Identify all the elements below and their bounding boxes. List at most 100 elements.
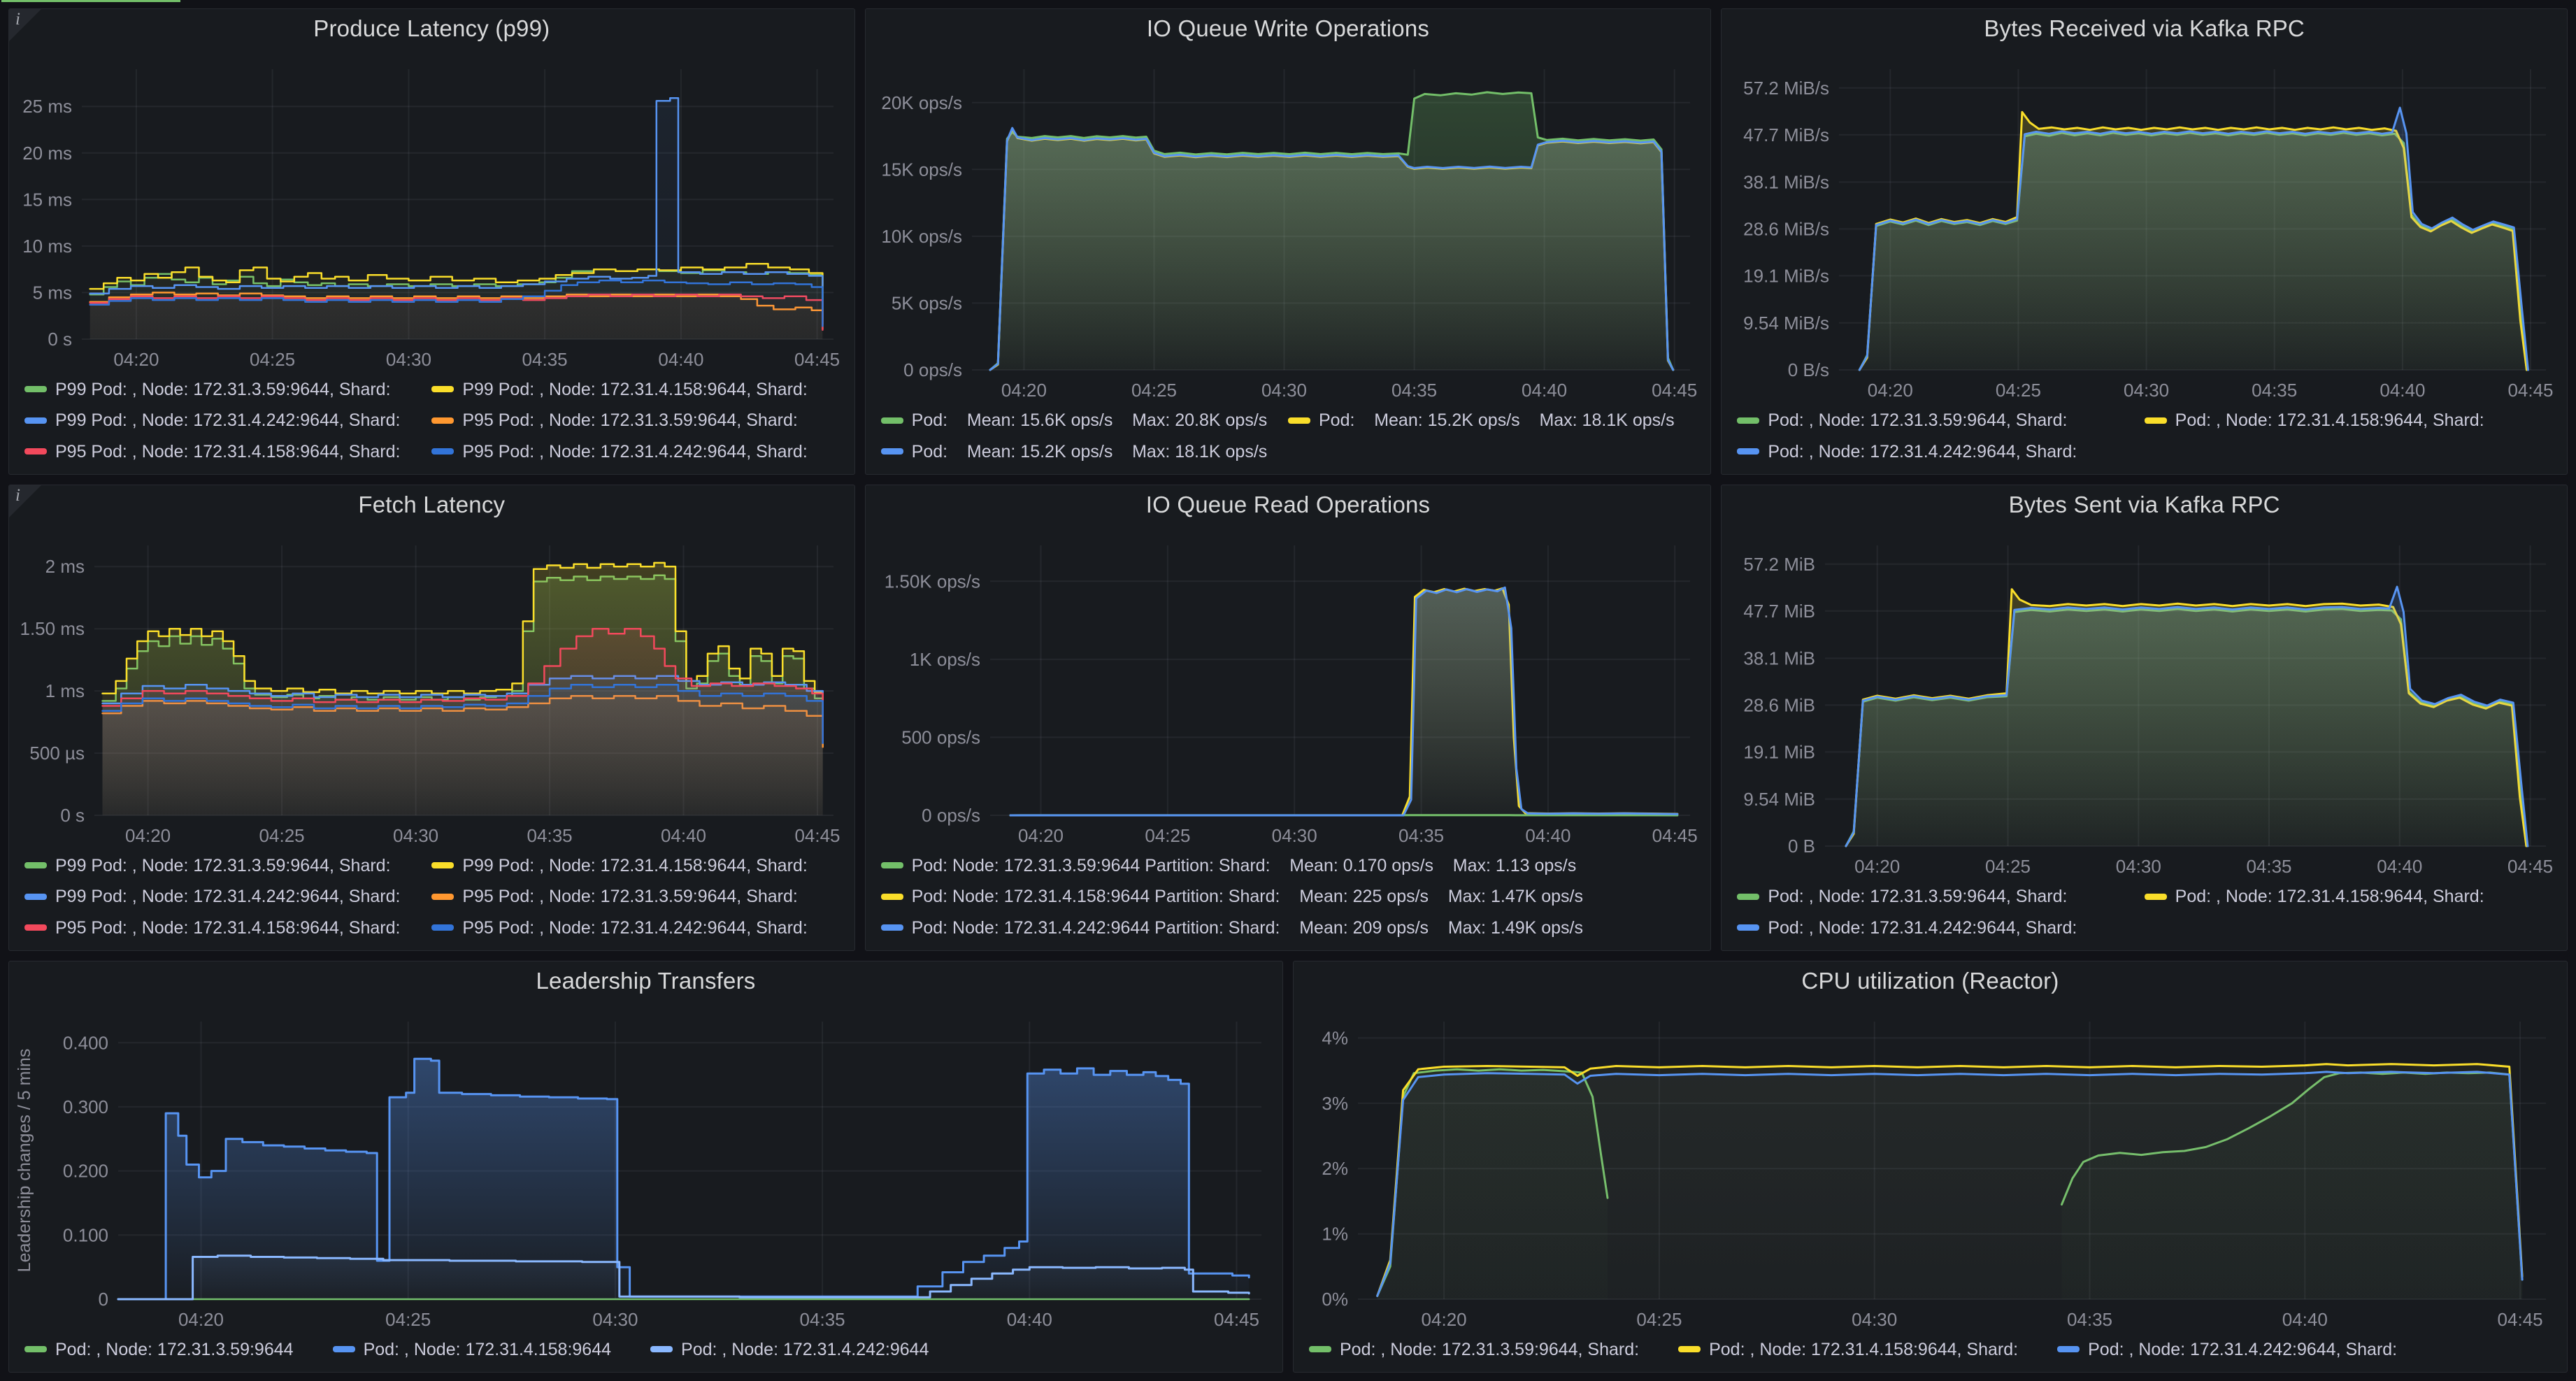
legend-item[interactable]: Pod: , Node: 172.31.4.158:9644, Shard: (1678, 1338, 2018, 1361)
chart-io-queue-write[interactable]: 0 ops/s 5K ops/s 10K ops/s 15K ops/s 20K ops… (866, 48, 1711, 406)
x-tick-label: 04:20 (1018, 825, 1064, 846)
legend-item[interactable]: Pod: Node: 172.31.4.242:9644 Partition: … (880, 917, 1696, 940)
x-tick-label: 04:20 (1854, 856, 1900, 877)
legend: P99 Pod: , Node: 172.31.3.59:9644, Shard… (9, 852, 854, 951)
chart-bytes-received[interactable]: 0 B/s 9.54 MiB/s 19.1 MiB/s 28.6 MiB/s 38.1 … (1722, 48, 2567, 406)
y-tick-label: 4% (1322, 1027, 1348, 1048)
x-tick-label: 04:30 (1261, 380, 1307, 401)
y-tick-label: 10 ms (22, 236, 72, 257)
panel-cpu-utilization: CPU utilization (Reactor) 0% 1% 2% 3% 4% 04:2… (1292, 961, 2568, 1373)
legend-marker (24, 386, 47, 393)
legend-item[interactable]: Pod: , Node: 172.31.4.158:9644, Shard: (2144, 885, 2552, 908)
legend-item[interactable]: P99 Pod: , Node: 172.31.4.158:9644, Shar… (431, 854, 838, 878)
chart-svg[interactable]: 0% 1% 2% 3% 4% 04:20 04:25 04:30 04:35 04:40 04:45 (1294, 1001, 2567, 1336)
legend-label: P95 Pod: , Node: 172.31.3.59:9644, Shard… (462, 887, 798, 906)
legend-item[interactable]: P99 Pod: , Node: 172.31.4.242:9644, Shar… (24, 885, 431, 908)
series-area (102, 685, 823, 815)
panel-info-icon[interactable]: i (9, 9, 41, 41)
series-line (101, 683, 824, 745)
series-area (1377, 1071, 2523, 1299)
x-tick-label: 04:30 (386, 349, 431, 370)
panel-header[interactable]: CPU utilization (Reactor) (1294, 961, 2567, 1001)
x-tick-label: 04:40 (658, 349, 703, 370)
x-tick-label: 04:25 (1985, 856, 2031, 877)
chart-io-queue-read[interactable]: 0 ops/s 500 ops/s 1K ops/s 1.50K ops/s 04:20… (866, 524, 1711, 852)
legend-item[interactable]: Pod: , Node: 172.31.3.59:9644 (24, 1338, 294, 1361)
x-tick-label: 04:25 (1131, 380, 1177, 401)
y-tick-label: 9.54 MiB/s (1744, 313, 1830, 334)
x-tick-label: 04:45 (794, 349, 840, 370)
legend-marker (431, 924, 455, 931)
legend-item[interactable]: P95 Pod: , Node: 172.31.4.242:9644, Shar… (431, 917, 838, 940)
panel-bytes-sent: Bytes Sent via Kafka RPC 0 B 9.54 MiB 19.1… (1721, 485, 2568, 951)
series-line (989, 91, 1674, 371)
y-tick-label: 10K ops/s (881, 226, 962, 247)
legend-item[interactable]: Pod: Mean: 15.2K ops/s Max: 18.1K ops/s (1287, 409, 1695, 432)
legend-label: Pod: Node: 172.31.3.59:9644 Partition: S… (911, 855, 1577, 875)
legend-item[interactable]: Pod: Node: 172.31.3.59:9644 Partition: S… (880, 854, 1696, 878)
chart-svg[interactable]: 0 ops/s 5K ops/s 10K ops/s 15K ops/s 20K ops… (866, 48, 1711, 406)
legend-item[interactable]: Pod: , Node: 172.31.3.59:9644, Shard: (1737, 885, 2144, 908)
chart-cpu-utilization[interactable]: 0% 1% 2% 3% 4% 04:20 04:25 04:30 04:35 04:40 04:45 (1294, 1001, 2567, 1336)
legend-item[interactable]: P99 Pod: , Node: 172.31.4.242:9644, Shar… (24, 409, 431, 432)
legend-item[interactable]: P95 Pod: , Node: 172.31.4.158:9644, Shar… (24, 917, 431, 940)
legend-label: Pod: , Node: 172.31.4.158:9644, Shard: (2175, 410, 2484, 430)
legend-item[interactable]: Pod: , Node: 172.31.3.59:9644, Shard: (1737, 409, 2144, 432)
legend-item[interactable]: P99 Pod: , Node: 172.31.3.59:9644, Shard… (24, 854, 431, 878)
chart-leadership-transfers[interactable]: 0 0.100 0.200 0.300 0.400 04:20 04:25 04:30 04:3… (9, 1001, 1282, 1336)
series-area (989, 128, 1673, 370)
panel-header[interactable]: Produce Latency (p99) (9, 9, 854, 48)
y-tick-label: 38.1 MiB/s (1744, 171, 1830, 192)
legend-item[interactable]: P95 Pod: , Node: 172.31.3.59:9644, Shard… (431, 885, 838, 908)
legend-item[interactable]: P95 Pod: , Node: 172.31.4.158:9644, Shar… (24, 441, 431, 464)
legend-marker (332, 1346, 355, 1353)
panel-info-icon[interactable]: i (9, 485, 41, 517)
legend-item[interactable]: P99 Pod: , Node: 172.31.4.158:9644, Shar… (431, 378, 838, 401)
y-tick-label: 1.50 ms (20, 618, 85, 639)
panel-header[interactable]: IO Queue Read Operations (866, 485, 1711, 524)
legend-item[interactable]: Pod: , Node: 172.31.4.158:9644 (332, 1338, 611, 1361)
panel-header[interactable]: Bytes Received via Kafka RPC (1722, 9, 2567, 48)
legend-item[interactable]: P95 Pod: , Node: 172.31.3.59:9644, Shard… (431, 409, 838, 432)
legend-item[interactable]: P99 Pod: , Node: 172.31.3.59:9644, Shard… (24, 378, 431, 401)
chart-svg[interactable]: 0 B 9.54 MiB 19.1 MiB 28.6 MiB 38.1 MiB 47.7 … (1722, 524, 2567, 882)
y-tick-label: 2 ms (45, 556, 85, 577)
legend-marker (24, 924, 47, 931)
chart-bytes-sent[interactable]: 0 B 9.54 MiB 19.1 MiB 28.6 MiB 38.1 MiB 47.7 … (1722, 524, 2567, 882)
legend-label: Pod: , Node: 172.31.3.59:9644 (55, 1339, 294, 1359)
panel-title: IO Queue Write Operations (1146, 15, 1430, 41)
chart-svg[interactable]: 0 s 5 ms 10 ms 15 ms 20 ms 25 ms 04:20 04:25 04:… (9, 48, 854, 375)
x-tick-label: 04:35 (1398, 825, 1444, 846)
panel-header[interactable]: Fetch Latency (9, 485, 854, 524)
y-tick-label: 0.200 (63, 1161, 108, 1182)
legend-item[interactable]: Pod: , Node: 172.31.4.242:9644 (650, 1338, 929, 1361)
legend-item[interactable]: Pod: , Node: 172.31.3.59:9644, Shard: (1308, 1338, 1639, 1361)
legend-marker (431, 386, 455, 393)
chart-svg[interactable]: 0 ops/s 500 ops/s 1K ops/s 1.50K ops/s 04:20… (866, 524, 1711, 852)
legend-item[interactable]: Pod: , Node: 172.31.4.242:9644, Shard: (1737, 441, 2144, 464)
y-tick-label: 57.2 MiB/s (1744, 78, 1830, 99)
series-line (989, 127, 1674, 371)
chart-fetch-latency[interactable]: 0 s 500 µs 1 ms 1.50 ms 2 ms 04:20 04:25 04:30 0… (9, 524, 854, 852)
panel-header[interactable]: Bytes Sent via Kafka RPC (1722, 485, 2567, 524)
panel-header[interactable]: IO Queue Write Operations (866, 9, 1711, 48)
chart-svg[interactable]: 0 s 500 µs 1 ms 1.50 ms 2 ms 04:20 04:25 04:30 0… (9, 524, 854, 852)
legend-marker (1737, 417, 1760, 424)
x-tick-label: 04:20 (1001, 380, 1047, 401)
legend-item[interactable]: Pod: Node: 172.31.4.158:9644 Partition: … (880, 885, 1696, 908)
panel-header[interactable]: Leadership Transfers (9, 961, 1282, 1001)
legend-item[interactable]: Pod: , Node: 172.31.4.242:9644, Shard: (1737, 917, 2144, 940)
series-line (1009, 587, 1679, 817)
series-line (1376, 1063, 2524, 1297)
chart-svg[interactable]: 0 B/s 9.54 MiB/s 19.1 MiB/s 28.6 MiB/s 38.1 … (1722, 48, 2567, 406)
chart-svg[interactable]: 0 0.100 0.200 0.300 0.400 04:20 04:25 04:30 04:3… (9, 1001, 1282, 1336)
chart-produce-latency[interactable]: 0 s 5 ms 10 ms 15 ms 20 ms 25 ms 04:20 04:25 04:… (9, 48, 854, 375)
legend-item[interactable]: Pod: Mean: 15.2K ops/s Max: 18.1K ops/s (880, 441, 1288, 464)
legend-item[interactable]: Pod: , Node: 172.31.4.242:9644, Shard: (2057, 1338, 2397, 1361)
legend-item[interactable]: P95 Pod: , Node: 172.31.4.242:9644, Shar… (431, 441, 838, 464)
legend-label: Pod: , Node: 172.31.4.242:9644, Shard: (1768, 917, 2077, 938)
x-tick-label: 04:40 (661, 825, 706, 846)
legend-item[interactable]: Pod: Mean: 15.6K ops/s Max: 20.8K ops/s (880, 409, 1288, 432)
legend-item[interactable]: Pod: , Node: 172.31.4.158:9644, Shard: (2144, 409, 2552, 432)
legend-marker (24, 893, 47, 900)
